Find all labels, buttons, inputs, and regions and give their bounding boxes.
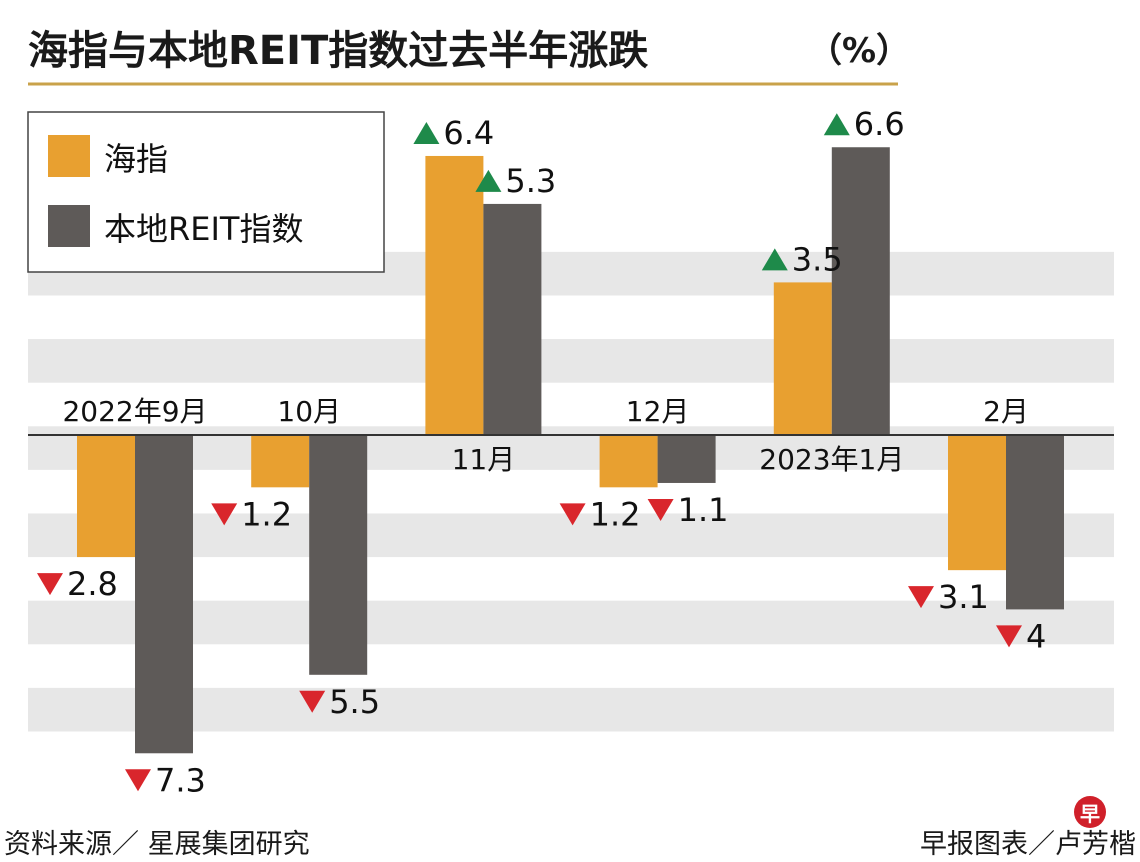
zaobao-logo: 早 — [1074, 796, 1106, 828]
bar-haizhi — [773, 282, 832, 435]
value-label: 7.3 — [155, 761, 206, 799]
category-label: 11月 — [452, 443, 516, 476]
chart-title-unit: （%） — [808, 31, 910, 71]
grid-band — [28, 426, 1114, 470]
up-triangle-icon — [761, 248, 788, 271]
legend-swatch-reit — [48, 205, 90, 247]
grid-band — [28, 600, 1114, 645]
bar-haizhi — [251, 435, 310, 488]
bar-reit — [831, 147, 890, 436]
value-label: 1.1 — [678, 491, 729, 529]
down-triangle-icon — [299, 690, 326, 713]
legend-swatch-haizhi — [48, 135, 90, 177]
down-triangle-icon — [125, 769, 151, 792]
grid-band — [28, 687, 1114, 732]
bar-reit — [309, 435, 368, 675]
title-group: 海指与本地REIT指数过去半年涨跌 （%） — [28, 28, 910, 86]
legend: 海指 本地REIT指数 — [27, 111, 385, 273]
value-label: 4 — [1026, 617, 1046, 655]
value-label: 5.5 — [329, 683, 380, 721]
down-triangle-icon — [908, 586, 934, 609]
down-triangle-icon — [559, 503, 586, 526]
value-label: 2.8 — [67, 565, 118, 603]
category-label: 10月 — [277, 395, 341, 428]
legend-label-haizhi: 海指 — [104, 140, 168, 178]
bar-haizhi — [599, 435, 658, 488]
bar-reit — [657, 435, 716, 483]
bar-haizhi — [77, 435, 135, 558]
up-triangle-icon — [475, 169, 502, 192]
value-label: 3.5 — [792, 240, 843, 278]
down-triangle-icon — [211, 503, 238, 526]
category-labels: 2022年9月 10月 11月 12月 2023年1月 2月 — [62, 395, 1028, 476]
up-triangle-icon — [823, 113, 850, 136]
value-label: 1.2 — [241, 495, 292, 533]
bar-reit — [135, 435, 193, 754]
bar-reit — [483, 203, 542, 435]
down-triangle-icon — [647, 498, 674, 521]
category-label: 2023年1月 — [759, 443, 904, 476]
value-label: 1.2 — [590, 495, 641, 533]
grid-band — [28, 339, 1114, 383]
category-label: 12月 — [626, 395, 690, 428]
legend-label-reit: 本地REIT指数 — [104, 210, 303, 248]
up-triangle-icon — [413, 121, 440, 144]
credit-note: 早报图表／卢芳楷 — [920, 829, 1136, 860]
category-label: 2022年9月 — [62, 395, 207, 428]
value-labels: 2.8 7.3 1.2 5.5 6.4 5.3 1.2 1.1 3.5 6.6 3.1 4 — [37, 105, 1046, 799]
value-label: 5.3 — [505, 162, 556, 200]
value-label: 6.6 — [854, 105, 905, 143]
chart-title: 海指与本地REIT指数过去半年涨跌 — [28, 28, 648, 74]
down-triangle-icon — [996, 625, 1022, 648]
source-note: 资料来源／ 星展集团研究 — [4, 829, 310, 860]
bar-haizhi — [425, 155, 484, 435]
bar-reit — [1006, 435, 1064, 610]
category-label: 2月 — [983, 395, 1029, 428]
down-triangle-icon — [37, 573, 63, 596]
value-label: 6.4 — [443, 114, 494, 152]
bar-haizhi — [948, 435, 1006, 571]
bars — [77, 147, 1064, 754]
value-label: 3.1 — [938, 578, 989, 616]
